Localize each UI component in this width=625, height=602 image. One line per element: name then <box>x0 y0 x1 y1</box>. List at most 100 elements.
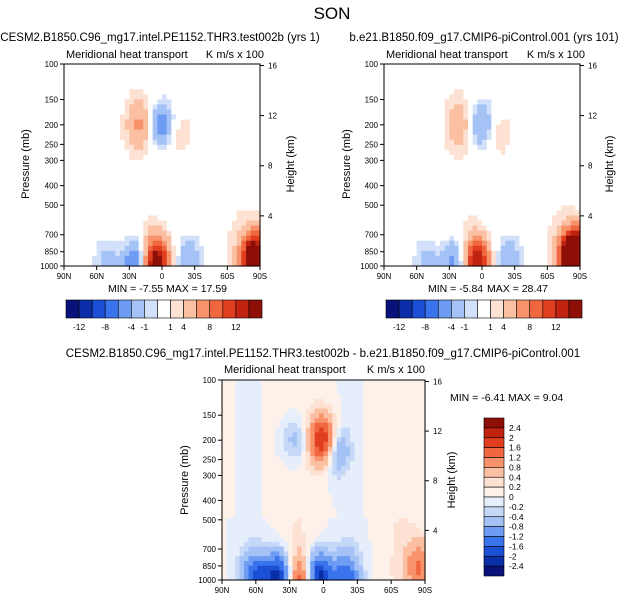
heatmap-cell <box>129 134 135 141</box>
heatmap-cell <box>538 159 544 166</box>
colorbar-swatch <box>104 299 119 319</box>
heatmap-cell <box>64 74 70 80</box>
heatmap-cell <box>248 441 254 448</box>
heatmap-cell <box>547 220 553 227</box>
heatmap-cell <box>341 494 347 500</box>
heatmap-cell <box>416 260 422 267</box>
heatmap-cell <box>575 250 581 257</box>
heatmap-cell <box>463 245 469 252</box>
heatmap-cell <box>393 210 399 217</box>
heatmap-cell <box>556 185 562 191</box>
heatmap-cell <box>332 499 338 505</box>
heatmap-cell <box>226 465 232 472</box>
heatmap-cell <box>349 427 355 433</box>
heatmap-cell <box>68 230 74 237</box>
heatmap-cell <box>336 422 342 429</box>
heatmap-cell <box>222 460 228 467</box>
heatmap-cell <box>505 154 511 161</box>
heatmap-cell <box>314 503 320 510</box>
heatmap-cell <box>301 480 307 486</box>
heatmap-cell <box>398 389 404 395</box>
heatmap-cell <box>134 89 140 95</box>
heatmap-cell <box>314 484 320 491</box>
heatmap-cell <box>106 260 112 267</box>
heatmap-cell <box>190 74 196 80</box>
heatmap-cell <box>430 74 436 80</box>
heatmap-cell <box>152 124 158 131</box>
heatmap-cell <box>500 109 506 116</box>
heatmap-cell <box>332 494 338 500</box>
heatmap-cell <box>226 480 232 486</box>
heatmap-cell <box>332 522 338 529</box>
heatmap-cell <box>129 185 135 191</box>
heatmap-cell <box>222 185 228 191</box>
heatmap-cell <box>244 522 250 529</box>
heatmap-cell <box>314 460 320 467</box>
heatmap-cell <box>519 220 525 227</box>
heatmap-cell <box>398 499 404 505</box>
heatmap-cell <box>491 104 497 111</box>
heatmap-cell <box>500 260 506 267</box>
heatmap-cell <box>157 215 163 222</box>
heatmap-cell <box>542 124 548 131</box>
heatmap-cell <box>244 403 250 410</box>
heatmap-cell <box>472 200 478 206</box>
heatmap-cell <box>250 134 256 141</box>
heatmap-cell <box>283 489 289 495</box>
heatmap-cell <box>388 144 394 151</box>
heatmap-cell <box>426 220 432 227</box>
heatmap-cell <box>458 69 464 75</box>
heatmap-cell <box>389 413 395 419</box>
heatmap-cell <box>323 503 329 510</box>
heatmap-cell <box>463 154 469 161</box>
heatmap-cell <box>430 180 436 186</box>
heatmap-cell <box>496 74 502 80</box>
heatmap-cell <box>372 413 378 419</box>
heatmap-cell <box>561 220 567 227</box>
heatmap-cell <box>252 394 258 400</box>
x-tick-label: 30S <box>508 272 522 281</box>
heatmap-cell <box>416 394 422 400</box>
heatmap-cell <box>435 69 441 75</box>
heatmap-cell <box>491 84 497 90</box>
heatmap-cell <box>185 230 191 237</box>
heatmap-cell <box>388 149 394 156</box>
heatmap-cell <box>542 245 548 252</box>
heatmap-cell <box>376 432 382 438</box>
heatmap-cell <box>87 114 93 121</box>
heatmap-cell <box>226 408 232 414</box>
heatmap-cell <box>73 144 79 151</box>
heatmap-cell <box>566 89 572 95</box>
heatmap-cell <box>208 225 214 232</box>
heatmap-cell <box>510 165 516 171</box>
heatmap-cell <box>230 465 236 472</box>
heatmap-cell <box>248 513 254 519</box>
heatmap-cell <box>430 124 436 131</box>
heatmap-cell <box>407 215 413 222</box>
heatmap-cell <box>73 159 79 166</box>
heatmap-cell <box>440 159 446 166</box>
heatmap-cell <box>444 129 450 136</box>
heatmap-cell <box>73 180 79 186</box>
heatmap-cell <box>542 240 548 247</box>
heatmap-cell <box>157 200 163 206</box>
heatmap-cell <box>472 240 478 247</box>
heatmap-cell <box>332 503 338 510</box>
heatmap-cell <box>194 210 200 217</box>
heatmap-cell <box>314 394 320 400</box>
heatmap-cell <box>556 210 562 217</box>
heatmap-cell <box>166 109 172 116</box>
heatmap-cell <box>468 79 474 85</box>
heatmap-cell <box>101 84 107 90</box>
heatmap-cell <box>332 484 338 491</box>
heatmap-cell <box>246 69 252 75</box>
heatmap-cell <box>241 159 247 166</box>
heatmap-cell <box>500 134 506 141</box>
heatmap-cell <box>208 180 214 186</box>
heatmap-cell <box>115 260 121 267</box>
heatmap-cell <box>218 139 224 146</box>
heatmap-cell <box>222 484 228 491</box>
heatmap-cell <box>420 475 426 481</box>
heatmap-cell <box>270 522 276 529</box>
heatmap-cell <box>314 441 320 448</box>
